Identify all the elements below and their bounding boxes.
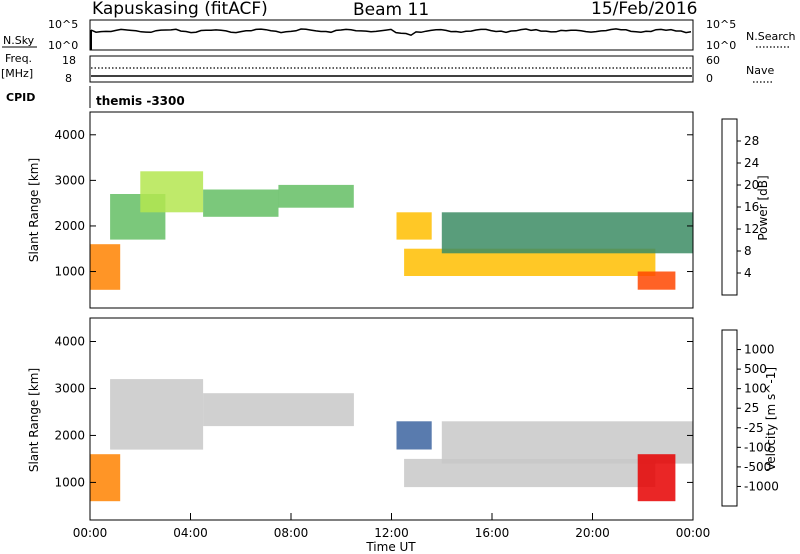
velocity-data xyxy=(90,379,694,502)
xtick-label: 00:00 xyxy=(676,526,711,540)
colorbar-tick-label: 16 xyxy=(744,200,759,214)
scatter-region-1 xyxy=(110,379,204,450)
nsearch-tick-low: 10^0 xyxy=(706,39,736,52)
freq-tick-high: 18 xyxy=(62,54,76,67)
colorbar-tick-label: 24 xyxy=(744,156,759,170)
ytick-label: 4000 xyxy=(54,334,85,348)
time-axis-label: Time UT xyxy=(365,540,416,554)
nave-tick-high: 60 xyxy=(706,54,720,67)
power-yaxis: 1000 2000 3000 4000 xyxy=(54,128,693,279)
freq-label: Freq. xyxy=(5,52,32,65)
velocity-panel: 1000 2000 3000 4000 00:00 04:00 08:00 12:00 16:… xyxy=(27,317,711,554)
nsky-trace xyxy=(90,28,692,37)
colorbar-tick-label: 20 xyxy=(744,178,759,192)
scatter-region-0 xyxy=(90,244,121,290)
freq-unit: [MHz] xyxy=(1,67,33,80)
colorbar-tick-label: -1000 xyxy=(744,479,779,493)
colorbar-tick-label: 8 xyxy=(744,244,752,258)
ytick-label: 1000 xyxy=(54,265,85,279)
power-panel-frame xyxy=(89,111,694,309)
power-colorbar: 28 24 20 16 12 8 4 Power [dB] xyxy=(721,118,770,296)
velocity-colorbar-label: Velocity [m s^-1] xyxy=(764,367,778,471)
nsky-tick-low: 10^0 xyxy=(48,39,78,52)
scatter-region-0 xyxy=(90,454,121,502)
velocity-xaxis: 00:00 04:00 08:00 12:00 16:00 20:00 00:00 xyxy=(73,513,711,540)
colorbar-tick-label: 4 xyxy=(744,266,752,280)
scatter-region-8 xyxy=(637,271,676,290)
ytick-label: 3000 xyxy=(54,381,85,395)
scatter-region-2 xyxy=(140,171,204,213)
nsky-panel-frame xyxy=(89,19,694,51)
power-data xyxy=(90,171,694,290)
scatter-region-4 xyxy=(278,184,354,208)
freq-tick-low: 8 xyxy=(65,72,72,85)
velocity-colorbar-frame xyxy=(721,329,738,507)
nsearch-tick-high: 10^5 xyxy=(706,18,736,31)
ytick-label: 2000 xyxy=(54,428,85,442)
xtick-label: 00:00 xyxy=(73,526,108,540)
nave-label: Nave xyxy=(746,64,774,77)
freq-panel-frame xyxy=(89,55,694,83)
beam-label: Beam 11 xyxy=(353,0,429,20)
cpid-value: themis -3300 xyxy=(96,94,185,108)
scatter-region-5 xyxy=(396,212,432,240)
ytick-label: 3000 xyxy=(54,173,85,187)
nsearch-label: N.Search xyxy=(746,30,796,43)
colorbar-tick-label: 1000 xyxy=(744,343,775,357)
velocity-colorbar: 1000 500 100 25 -25 -100 -500 -1000 Velocity [m… xyxy=(721,329,779,507)
cpid-label: CPID xyxy=(6,91,35,104)
scatter-region-6 xyxy=(637,454,676,502)
ytick-label: 2000 xyxy=(54,219,85,233)
scatter-region-7 xyxy=(441,212,694,254)
colorbar-tick-label: -500 xyxy=(744,460,771,474)
xtick-label: 16:00 xyxy=(475,526,510,540)
colorbar-tick-label: 12 xyxy=(744,222,759,236)
velocity-colorbar-ticks: 1000 500 100 25 -25 -100 -500 -1000 xyxy=(737,343,779,493)
scatter-region-2 xyxy=(203,393,354,427)
power-ylabel: Slant Range [km] xyxy=(27,158,41,262)
power-colorbar-label: Power [dB] xyxy=(756,175,770,240)
velocity-yaxis: 1000 2000 3000 4000 xyxy=(54,334,693,489)
ytick-label: 4000 xyxy=(54,128,85,142)
xtick-label: 08:00 xyxy=(274,526,309,540)
colorbar-tick-label: 500 xyxy=(744,362,767,376)
colorbar-tick-label: 25 xyxy=(744,401,759,415)
nsky-tick-high: 10^5 xyxy=(48,18,78,31)
velocity-ylabel: Slant Range [km] xyxy=(27,368,41,472)
freq-panel: Freq. [MHz] 18 8 60 0 Nave xyxy=(1,52,774,85)
nsky-label: N.Sky xyxy=(3,34,35,47)
xtick-label: 12:00 xyxy=(374,526,409,540)
date-label: 15/Feb/2016 xyxy=(591,0,697,19)
scatter-region-3 xyxy=(203,189,279,217)
colorbar-tick-label: 28 xyxy=(744,134,759,148)
colorbar-tick-label: -25 xyxy=(744,421,764,435)
nsky-panel: N.Sky 10^5 10^0 10^5 10^0 N.Search xyxy=(2,18,796,52)
xtick-label: 04:00 xyxy=(173,526,208,540)
colorbar-tick-label: 100 xyxy=(744,382,767,396)
ytick-label: 1000 xyxy=(54,475,85,489)
xtick-label: 20:00 xyxy=(575,526,610,540)
power-colorbar-frame xyxy=(721,118,738,296)
power-colorbar-ticks: 28 24 20 16 12 8 4 xyxy=(737,134,759,280)
colorbar-tick-label: -100 xyxy=(744,440,771,454)
power-panel: 1000 2000 3000 4000 Slant Range [km] xyxy=(27,111,694,309)
radar-title: Kapuskasing (fitACF) xyxy=(92,0,268,19)
scatter-region-4 xyxy=(404,458,656,488)
scatter-region-3 xyxy=(396,421,432,450)
nave-tick-low: 0 xyxy=(706,72,713,85)
